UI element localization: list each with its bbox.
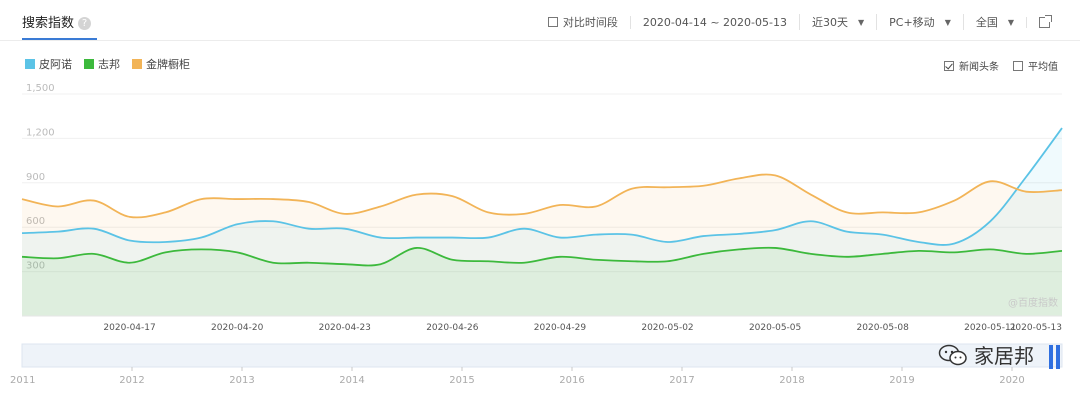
active-tab-underline <box>22 38 97 40</box>
date-range-text: 2020-04-14 ~ 2020-05-13 <box>642 15 787 29</box>
legend-item-zhibang[interactable]: 志邦 <box>84 56 120 72</box>
timeline-year-label: 2015 <box>449 375 474 386</box>
timeline-handle[interactable] <box>1046 345 1060 369</box>
share-button[interactable] <box>1026 14 1062 28</box>
device-select[interactable]: PC+移动 ▼ <box>876 14 963 30</box>
series-area <box>22 128 1062 316</box>
series-line <box>21 173 1063 219</box>
period-value: 近30天 <box>812 16 848 29</box>
y-tick-label: 300 <box>26 261 45 272</box>
x-tick-label: 2020-05-11 <box>964 323 1016 333</box>
header-divider <box>0 40 1080 41</box>
news-toggle[interactable]: 新闻头条 <box>944 58 999 73</box>
x-tick-label: 2020-04-26 <box>426 323 479 333</box>
x-tick-label: 2020-04-29 <box>534 323 587 333</box>
timeline-year-label: 2020 <box>999 375 1024 386</box>
legend-swatch <box>25 59 35 69</box>
device-value: PC+移动 <box>889 16 935 29</box>
y-tick-label: 600 <box>26 216 45 227</box>
timeline-year-label: 2018 <box>779 375 804 386</box>
region-value: 全国 <box>975 16 998 29</box>
caret-down-icon: ▼ <box>858 17 865 27</box>
x-tick-label: 2020-05-02 <box>641 323 693 333</box>
news-checkbox[interactable] <box>944 60 954 71</box>
toolbar: 对比时间段 2020-04-14 ~ 2020-05-13 近30天 ▼ PC+… <box>536 14 1062 30</box>
x-tick-label: 2020-04-17 <box>103 323 155 333</box>
compare-checkbox[interactable] <box>547 17 558 27</box>
timeline-navigator <box>21 343 1063 368</box>
y-tick-label: 900 <box>26 172 45 183</box>
legend-label: 皮阿诺 <box>39 58 72 71</box>
x-tick-label: 2020-04-20 <box>211 323 264 333</box>
x-tick-label: 2020-04-23 <box>319 323 371 333</box>
date-range-picker[interactable]: 2020-04-14 ~ 2020-05-13 <box>629 15 799 29</box>
average-checkbox[interactable] <box>1013 60 1023 71</box>
average-toggle[interactable]: 平均值 <box>1013 58 1058 73</box>
legend-label: 金牌橱柜 <box>146 58 190 71</box>
y-tick-label: 1,200 <box>26 127 55 138</box>
timeline-year-label: 2014 <box>339 375 364 386</box>
legend-item-piano[interactable]: 皮阿诺 <box>25 56 72 72</box>
y-tick-label: 1,500 <box>26 83 55 94</box>
legend-swatch <box>84 59 94 69</box>
series-area <box>22 174 1062 316</box>
legend-label: 志邦 <box>98 58 120 71</box>
timeline-year-label: 2013 <box>229 375 254 386</box>
timeline-year-label: 2019 <box>889 375 914 386</box>
series-line <box>21 246 1063 267</box>
x-tick-label: 2020-05-13 <box>1010 323 1062 333</box>
compare-label: 对比时间段 <box>562 16 618 29</box>
timeline-year-label: 2016 <box>559 375 584 386</box>
chart-legend: 皮阿诺 志邦 金牌橱柜 <box>25 56 202 72</box>
x-tick-label: 2020-05-05 <box>749 323 801 333</box>
brand-text: 家居邦 <box>974 344 1034 368</box>
external-link-icon <box>1039 14 1052 28</box>
average-label: 平均值 <box>1028 62 1058 73</box>
brand-watermark: 家居邦 <box>938 340 1034 369</box>
caret-down-icon: ▼ <box>944 17 951 27</box>
x-tick-label: 2020-05-08 <box>857 323 910 333</box>
tab-title-label: 搜索指数 <box>22 16 75 31</box>
period-select[interactable]: 近30天 ▼ <box>799 14 876 30</box>
tab-search-index[interactable]: 搜索指数? <box>22 12 92 31</box>
timeline-year-label: 2012 <box>119 375 144 386</box>
caret-down-icon: ▼ <box>1007 17 1014 27</box>
series-line <box>21 127 1063 246</box>
series-area <box>22 247 1062 316</box>
chart-options: 新闻头条 平均值 <box>930 58 1058 73</box>
baidu-watermark: @百度指数 <box>1008 296 1058 309</box>
compare-period-toggle[interactable]: 对比时间段 <box>536 14 630 30</box>
region-select[interactable]: 全国 ▼ <box>962 14 1026 30</box>
legend-swatch <box>132 59 142 69</box>
help-icon[interactable]: ? <box>78 17 92 30</box>
news-label: 新闻头条 <box>959 62 999 73</box>
wechat-icon <box>938 344 967 365</box>
timeline-year-label: 2011 <box>10 375 35 386</box>
timeline-year-label: 2017 <box>669 375 694 386</box>
legend-item-goldenhome[interactable]: 金牌橱柜 <box>132 56 190 72</box>
